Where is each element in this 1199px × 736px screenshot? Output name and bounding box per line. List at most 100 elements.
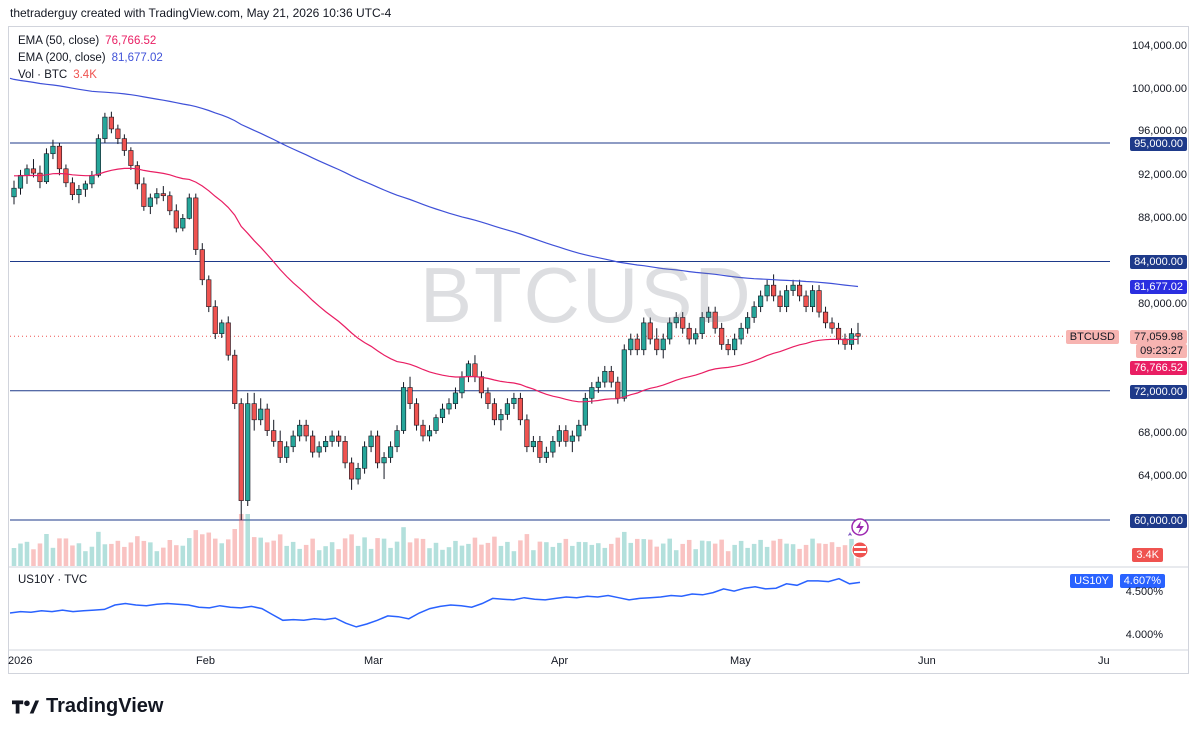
volume-bar [518,540,523,566]
legend-ema50-label: EMA (50, close) [18,35,100,47]
candle-body [329,435,335,442]
volume-bar [485,542,491,566]
candle-body [76,188,82,195]
volume-bar [122,546,127,566]
time-axis-label: May [730,655,751,667]
legend-ema200[interactable]: EMA (200, close) 81,677.02 [18,52,163,64]
candle-body [413,403,420,426]
volume-bar [810,538,815,566]
volume-bar [148,542,153,566]
volume-bar [453,540,458,566]
tradingview-logo[interactable]: TradingView [12,695,163,718]
candle-body [459,376,465,394]
volume-bar [459,545,465,566]
candle-body [556,430,562,442]
volume-bar [316,550,322,566]
volume-bar [777,538,783,566]
us10y-legend[interactable]: US10Y · TVC [18,574,88,586]
volume-bar [816,543,822,566]
candle-body [576,424,582,437]
volume-bar [466,543,471,566]
us10y-symbol-tag: US10Y [1070,574,1113,588]
flag-stripe-icon [854,551,866,553]
flag-stripe-icon [854,546,866,548]
volume-bar [745,547,750,566]
volume-bar [719,539,724,566]
tradingview-logo-icon [12,699,40,714]
candle-body [732,338,738,351]
candle-body [816,290,822,313]
volume-bar [622,531,627,566]
volume-bar [135,536,140,566]
chart-header: thetraderguy created with TradingView.co… [10,6,392,20]
candle-body [271,430,277,442]
candle-body [232,354,238,404]
volume-bar [738,540,744,566]
volume-bar [297,548,302,566]
volume-bar [557,542,562,566]
level-tag-95000: 95,000.00 [1130,137,1187,151]
level-tag-84000: 84,000.00 [1130,255,1187,269]
bar-countdown: 09:23:27 [1136,344,1187,358]
time-axis-label: Mar [364,655,383,667]
volume-bar [76,543,82,566]
volume-bar [219,543,225,566]
us10y-line [9,577,861,628]
candle-body [407,387,413,404]
volume-bar [673,550,679,566]
volume-bar [271,540,276,566]
legend-ema200-value: 81,677.02 [111,52,163,64]
candle-body [225,322,231,356]
volume-bar [368,548,374,566]
candle-body [102,116,108,139]
candle-body [751,306,757,318]
candle-body [771,284,777,297]
volume-bar [446,547,452,566]
candle-body [693,333,699,340]
candle-body [790,284,796,291]
candle-body [37,172,43,183]
volume-bar [83,551,88,566]
price-axis-label: 92,000.00 [1138,169,1187,181]
volume-bar [836,546,841,566]
candle-body [433,417,439,431]
volume-bar [790,544,796,566]
volume-bar [167,540,173,566]
candle-body [290,435,296,448]
legend-vol[interactable]: Vol · BTC 3.4K [18,69,97,81]
candle-body [394,430,400,448]
us10y-axis-label: 4.000% [1125,629,1163,641]
candle-body [784,290,790,308]
candle-body [686,327,692,340]
legend-ema50[interactable]: EMA (50, close) 76,766.52 [18,35,156,47]
candle-body [465,363,472,378]
candle-body [212,306,218,334]
candle-body [543,451,549,458]
volume-bar [634,538,640,566]
candle-body [511,397,517,404]
volume-bar [375,538,380,566]
ema50-price-tag: 76,766.52 [1130,361,1187,375]
candle-body [108,116,114,130]
volume-bar [329,542,335,566]
volume-bar [829,542,835,566]
candle-body [43,153,50,183]
volume-bar [381,538,387,566]
candle-body [472,363,478,378]
volume-bar [693,549,698,566]
volume-bar [420,538,426,566]
volume-bar [212,538,218,566]
volume-bar [187,538,192,566]
candle-body [349,462,355,480]
volume-bar [667,538,672,566]
ema50-line [14,167,858,403]
candle-body [121,138,127,151]
price-axis-label: 64,000.00 [1138,470,1187,482]
volume-bar [394,541,400,566]
candle-body [680,317,686,329]
volume-bar [498,545,504,566]
price-axis-label: 96,000.00 [1138,125,1187,137]
volume-bar [784,543,789,566]
candle-body [504,403,510,415]
